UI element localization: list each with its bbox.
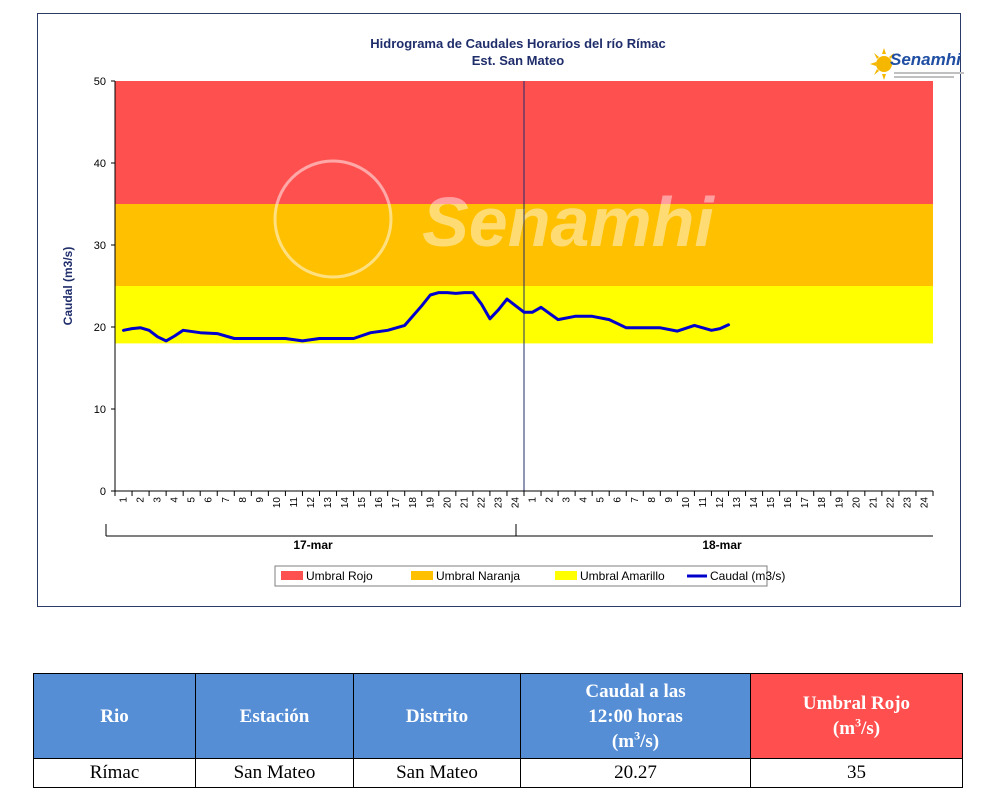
header-label: Umbral Rojo (m (802, 693, 911, 739)
x-tick-label: 5 (596, 497, 607, 503)
cell-distrito: San Mateo (353, 758, 521, 788)
legend-swatch (411, 571, 433, 580)
cell-caudal: 20.27 (520, 758, 751, 788)
chart-title: Hidrograma de Caudales Horarios del río … (370, 36, 665, 51)
legend-label: Umbral Naranja (436, 569, 520, 583)
header-label: Rio (100, 705, 129, 727)
logo-text: Senamhi (890, 50, 961, 69)
x-tick-label: 18 (817, 497, 828, 509)
x-tick-label: 5 (187, 497, 198, 503)
y-tick-label: 40 (94, 158, 106, 170)
x-tick-label: 17 (800, 497, 811, 509)
x-tick-label: 19 (425, 497, 436, 509)
x-tick-label: 20 (442, 497, 453, 509)
x-tick-label: 3 (153, 497, 164, 503)
x-tick-label: 18 (408, 497, 419, 509)
x-tick-label: 10 (681, 497, 692, 509)
x-tick-label: 6 (204, 497, 215, 503)
x-tick-label: 12 (715, 497, 726, 509)
x-tick-label: 14 (340, 497, 351, 509)
x-tick-label: 2 (136, 497, 147, 503)
y-tick-label: 0 (100, 486, 106, 498)
sun-icon (870, 48, 894, 80)
legend-swatch (281, 571, 303, 580)
day-group-label: 18-mar (702, 538, 742, 552)
y-axis-label: Caudal (m3/s) (61, 247, 75, 326)
y-tick-label: 10 (94, 404, 106, 416)
header-label-end: /s) (640, 730, 660, 752)
table-header-row: Rio Estación Distrito Caudal a las 12:00… (33, 673, 963, 759)
x-tick-label: 19 (834, 497, 845, 509)
header-caudal: Caudal a las 12:00 horas (m3/s) (520, 673, 751, 759)
logo-subline (894, 76, 954, 78)
x-tick-label: 23 (493, 497, 504, 509)
x-tick-label: 13 (732, 497, 743, 509)
day-group-label: 17-mar (293, 538, 333, 552)
x-tick-label: 3 (562, 497, 573, 503)
header-label: Caudal a las 12:00 horas (m (585, 680, 686, 752)
header-label-end: /s) (861, 718, 881, 739)
x-tick-label: 21 (459, 497, 470, 509)
legend-swatch (555, 571, 577, 580)
header-rio: Rio (33, 673, 196, 759)
legend-label: Umbral Amarillo (580, 569, 665, 583)
y-tick-label: 50 (94, 76, 106, 88)
legend-label: Umbral Rojo (306, 569, 373, 583)
x-tick-label: 8 (647, 497, 658, 503)
x-tick-label: 15 (766, 497, 777, 509)
x-tick-label: 15 (357, 497, 368, 509)
x-tick-label: 22 (885, 497, 896, 509)
chart-subtitle: Est. San Mateo (472, 53, 565, 68)
x-tick-label: 7 (221, 497, 232, 503)
x-tick-label: 10 (272, 497, 283, 509)
legend-label: Caudal (m3/s) (710, 569, 785, 583)
x-tick-label: 21 (868, 497, 879, 509)
x-tick-label: 9 (255, 497, 266, 503)
header-estacion: Estación (195, 673, 354, 759)
summary-table: Rio Estación Distrito Caudal a las 12:00… (33, 673, 963, 788)
y-tick-label: 20 (94, 322, 106, 334)
x-tick-label: 9 (664, 497, 675, 503)
x-tick-label: 12 (306, 497, 317, 509)
x-tick-label: 14 (749, 497, 760, 509)
x-tick-label: 11 (289, 497, 300, 508)
x-tick-label: 6 (613, 497, 624, 503)
x-tick-label: 2 (545, 497, 556, 503)
x-tick-label: 1 (119, 497, 130, 503)
header-label: Distrito (405, 705, 469, 727)
x-tick-label: 24 (510, 497, 521, 509)
series-caudal-line (122, 291, 730, 343)
header-umbral-rojo: Umbral Rojo (m3/s) (750, 673, 963, 759)
x-tick-label: 11 (698, 497, 709, 508)
x-tick-label: 16 (783, 497, 794, 509)
y-tick-label: 30 (94, 240, 106, 252)
header-sup: 3 (855, 715, 862, 730)
watermark-text: Senamhi (422, 183, 715, 261)
watermark-sun-icon (273, 159, 393, 279)
cell-estacion: San Mateo (195, 758, 354, 788)
x-tick-label: 8 (238, 497, 249, 503)
hydrograph-chart: Hidrograma de Caudales Horarios del río … (61, 36, 934, 587)
chart-frame: Hidrograma de Caudales Horarios del río … (37, 13, 964, 607)
x-tick-label: 17 (391, 497, 402, 509)
x-tick-label: 20 (851, 497, 862, 509)
header-sup: 3 (634, 728, 641, 743)
x-tick-label: 13 (323, 497, 334, 509)
x-tick-label: 1 (528, 497, 539, 503)
cell-umbral-rojo: 35 (750, 758, 963, 788)
logo-subline (894, 72, 964, 74)
cell-rio: Rímac (33, 758, 196, 788)
x-tick-label: 4 (579, 497, 590, 503)
x-tick-label: 7 (630, 497, 641, 503)
x-tick-label: 16 (374, 497, 385, 509)
header-label: Estación (239, 705, 310, 727)
table-row: Rímac San Mateo San Mateo 20.27 35 (33, 758, 963, 788)
x-tick-label: 22 (476, 497, 487, 509)
x-tick-label: 23 (902, 497, 913, 509)
legend-box (274, 565, 768, 587)
x-tick-label: 24 (919, 497, 930, 509)
senamhi-logo: Senamhi (870, 42, 970, 90)
x-tick-label: 4 (170, 497, 181, 503)
header-distrito: Distrito (353, 673, 521, 759)
